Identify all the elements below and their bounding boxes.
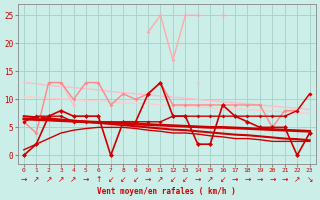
Text: →: → [83, 175, 89, 184]
Text: →: → [145, 175, 151, 184]
Text: →: → [232, 175, 238, 184]
Text: ↗: ↗ [58, 175, 64, 184]
Text: →: → [257, 175, 263, 184]
Text: ↙: ↙ [182, 175, 188, 184]
Text: ↗: ↗ [33, 175, 39, 184]
Text: ↙: ↙ [170, 175, 176, 184]
Text: ↙: ↙ [132, 175, 139, 184]
X-axis label: Vent moyen/en rafales ( km/h ): Vent moyen/en rafales ( km/h ) [97, 187, 236, 196]
Text: →: → [244, 175, 251, 184]
Text: ↙: ↙ [120, 175, 126, 184]
Text: ↗: ↗ [157, 175, 164, 184]
Text: ↑: ↑ [95, 175, 101, 184]
Text: ↘: ↘ [307, 175, 313, 184]
Text: ↗: ↗ [70, 175, 77, 184]
Text: →: → [282, 175, 288, 184]
Text: ↗: ↗ [207, 175, 213, 184]
Text: →: → [269, 175, 276, 184]
Text: ↗: ↗ [45, 175, 52, 184]
Text: →: → [195, 175, 201, 184]
Text: ↗: ↗ [294, 175, 300, 184]
Text: →: → [20, 175, 27, 184]
Text: ↙: ↙ [220, 175, 226, 184]
Text: ↙: ↙ [108, 175, 114, 184]
